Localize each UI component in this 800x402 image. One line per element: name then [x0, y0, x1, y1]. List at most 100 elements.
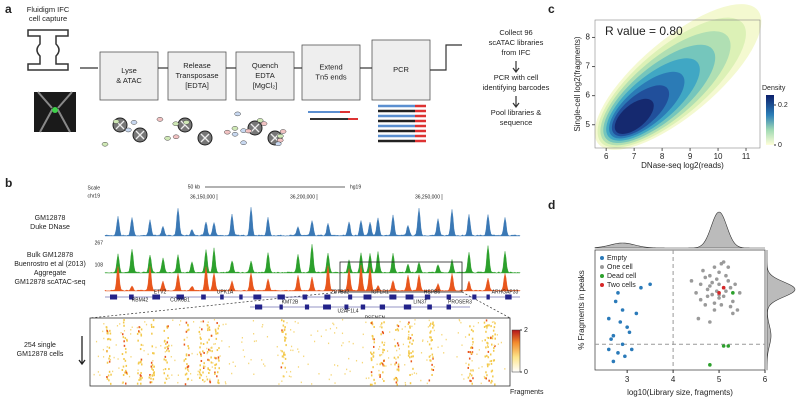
- heat-cell: [290, 345, 293, 348]
- heat-cell: [284, 366, 287, 369]
- heat-cell: [184, 367, 187, 370]
- step-box: [99, 51, 159, 101]
- heat-cell: [155, 346, 157, 349]
- heat-cell: [225, 323, 227, 325]
- heat-cell: [370, 359, 373, 362]
- point: [708, 273, 712, 278]
- heat-cell: [408, 350, 410, 353]
- heat-cell: [283, 351, 285, 354]
- heat-cell: [381, 341, 384, 344]
- transposase: [101, 141, 109, 147]
- heat-cell: [202, 365, 205, 368]
- heat-cell: [484, 376, 486, 379]
- heat-cell: [209, 378, 211, 381]
- heat-cell: [248, 362, 250, 365]
- heat-cell: [165, 377, 168, 380]
- heat-cell: [211, 350, 213, 353]
- heat-cell: [207, 368, 210, 371]
- heat-cell: [379, 326, 381, 328]
- heat-cell: [407, 336, 410, 339]
- heat-cell: [186, 329, 189, 332]
- point: [698, 297, 703, 302]
- heat-cell: [213, 356, 216, 359]
- heat-cell: [228, 345, 230, 348]
- heat-cell: [186, 378, 189, 381]
- heat-cell: [397, 368, 400, 371]
- heat-cell: [490, 362, 493, 365]
- heat-cell: [148, 376, 151, 379]
- heat-cell: [126, 339, 128, 342]
- heat-cell: [414, 323, 416, 325]
- heat-cell: [298, 351, 300, 353]
- heat-cell: [261, 326, 263, 328]
- heat-cell: [371, 323, 374, 326]
- point: [721, 344, 726, 348]
- heat-cell: [383, 364, 385, 367]
- heat-cell: [140, 360, 142, 363]
- heat-cell: [362, 346, 364, 349]
- heat-cell: [320, 335, 322, 338]
- heat-cell: [303, 355, 305, 358]
- heat-cell: [332, 322, 334, 325]
- heat-cell: [252, 319, 255, 322]
- heat-cell: [145, 323, 148, 326]
- label: 11: [742, 152, 751, 161]
- heat-cell: [243, 355, 246, 358]
- transposase: [172, 134, 180, 140]
- heat-cell: [483, 326, 486, 329]
- heat-cell: [149, 381, 152, 384]
- heat-cell: [441, 333, 443, 336]
- heat-cell: [334, 332, 336, 334]
- heat-cell: [124, 371, 126, 374]
- heat-cell: [409, 338, 411, 341]
- heat-cell: [139, 326, 142, 329]
- heat-cell: [300, 381, 302, 384]
- heat-cell: [284, 326, 286, 329]
- heat-cell: [187, 368, 189, 371]
- heat-cell: [472, 340, 474, 343]
- heat-cell: [285, 344, 287, 347]
- heat-cell: [150, 365, 153, 368]
- heat-cell: [341, 319, 344, 321]
- heat-cell: [122, 321, 125, 324]
- heat-cell: [284, 357, 287, 360]
- point: [606, 347, 611, 352]
- heat-cell: [283, 320, 285, 323]
- label: 6: [586, 91, 591, 100]
- point: [714, 277, 719, 281]
- label: COX6B1: [170, 297, 190, 303]
- point: [712, 308, 717, 312]
- heat-cell: [184, 383, 187, 386]
- heat-cell: [470, 380, 472, 383]
- label: Transposase: [175, 71, 218, 80]
- heat-cell: [122, 336, 125, 339]
- label: cell capture: [29, 14, 67, 23]
- heat-cell: [218, 382, 220, 385]
- heat-cell: [370, 322, 373, 325]
- label: 7: [586, 62, 591, 71]
- heat-cell: [164, 355, 167, 358]
- heat-cell: [281, 329, 283, 332]
- heat-cell: [297, 322, 299, 324]
- heat-cell: [410, 355, 413, 358]
- heat-cell: [378, 369, 380, 372]
- heat-cell: [165, 377, 167, 380]
- heat-cell: [404, 381, 406, 384]
- heat-cell: [128, 375, 131, 378]
- heat-cell: [124, 359, 127, 362]
- heat-cell: [171, 344, 173, 347]
- heat-cell: [394, 376, 397, 379]
- heat-cell: [485, 346, 487, 349]
- heat-cell: [458, 319, 460, 321]
- heat-cell: [492, 329, 495, 332]
- heat-cell: [373, 338, 375, 341]
- heat-cell: [208, 371, 210, 374]
- heat-cell: [130, 333, 132, 335]
- heat-cell: [381, 362, 384, 365]
- heat-cell: [355, 359, 358, 362]
- heat-cell: [429, 354, 431, 357]
- heat-cell: [108, 360, 111, 363]
- heat-cell: [372, 366, 374, 369]
- label: hg19: [350, 184, 361, 190]
- heat-cell: [202, 350, 204, 353]
